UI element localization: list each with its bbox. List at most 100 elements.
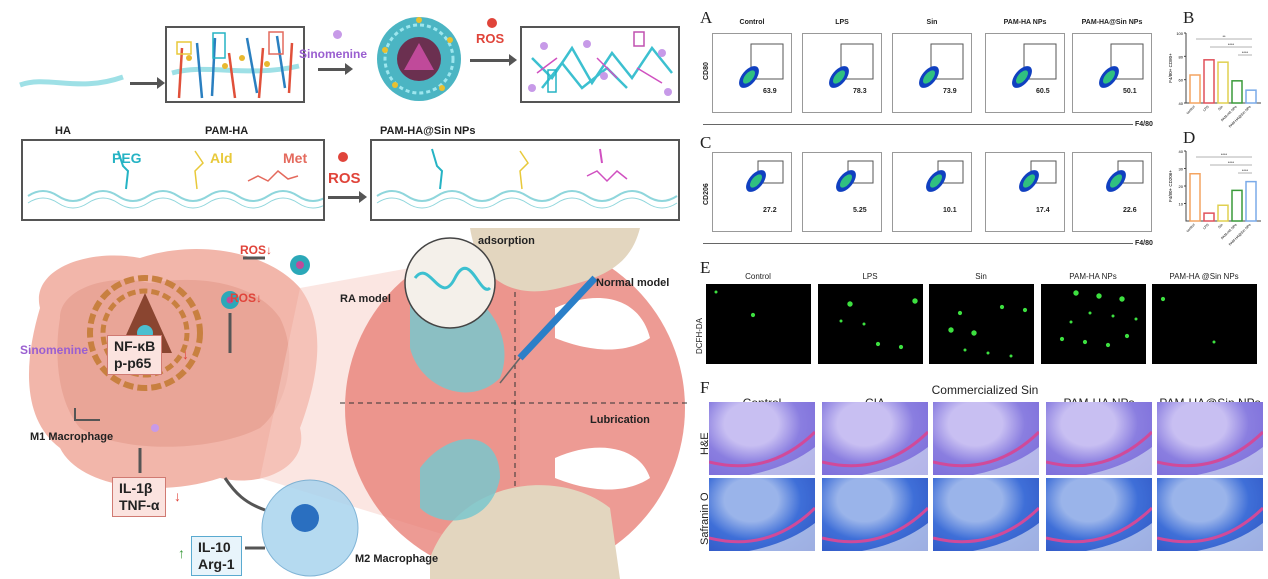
cartilage-edge	[708, 430, 817, 468]
cartilage-edge	[821, 506, 930, 544]
significance-label: ****	[1242, 168, 1249, 173]
cell-population-core	[1023, 174, 1035, 188]
he-image	[708, 402, 817, 475]
fluorescent-cell	[1105, 342, 1111, 348]
he-image	[1045, 402, 1154, 475]
gate-percentage: 60.5	[1036, 88, 1050, 95]
fluorescent-cell	[847, 301, 853, 307]
bar	[1231, 80, 1243, 104]
y-tick-label: 60	[1179, 78, 1184, 83]
joint-space	[862, 523, 928, 551]
peg-label: PEG	[112, 150, 142, 166]
significance-label: ****	[1221, 152, 1228, 157]
flow-plot: 5.25	[802, 152, 882, 232]
safranin-o-image	[708, 478, 817, 551]
x-tick-label: LPS	[1202, 222, 1210, 230]
adsorption-label: adsorption	[478, 235, 535, 247]
cell-population-core	[743, 70, 755, 84]
degraded-polymer-box	[520, 26, 680, 103]
y-tick-label: 20	[1179, 184, 1184, 189]
up-arrow-icon: ↑	[178, 545, 185, 561]
cytokine-down-box: IL-1β TNF-α	[112, 477, 167, 517]
fluorescent-cell	[1022, 307, 1028, 313]
cartilage-edge	[1045, 506, 1154, 544]
joint-space	[862, 447, 928, 475]
fluorescent-cell	[963, 348, 967, 352]
cartilage-edge	[1045, 430, 1154, 468]
bar	[1245, 180, 1257, 222]
fluorescent-cell	[1009, 354, 1013, 358]
gate-box	[840, 43, 874, 80]
fluorescent-cell	[1059, 336, 1065, 342]
arrow	[130, 77, 165, 89]
ha-backbone-structure	[27, 150, 329, 209]
gate-box	[750, 43, 784, 80]
y-tick-label: 100	[1176, 31, 1183, 36]
fluorescent-cell	[750, 312, 756, 318]
ros-label: ROS	[476, 31, 505, 46]
cell-population-core	[1110, 174, 1122, 188]
flow-plot: 50.1	[1072, 33, 1152, 113]
cartilage-edge	[932, 506, 1041, 544]
gate-box	[1023, 43, 1057, 80]
flow-plot: 60.5	[985, 33, 1065, 113]
y-tick-label: 80	[1179, 54, 1184, 59]
fluorescent-cell	[1082, 339, 1088, 345]
pam-ha-polymer-box	[165, 26, 305, 103]
il1b-label: IL-1β	[119, 480, 153, 496]
bar	[1245, 89, 1257, 104]
fluorescent-cell	[839, 319, 843, 323]
row-label-cd206: CD206	[703, 183, 710, 205]
fluorescence-image	[1041, 284, 1146, 364]
fluorescent-cell	[1212, 340, 1216, 344]
y-tick-label: 30	[1179, 167, 1184, 172]
significance-label: **	[1222, 34, 1226, 39]
axis-line	[703, 124, 1133, 125]
cell-population-core	[750, 174, 762, 188]
row-label-dcfh-da: DCFH-DA	[695, 318, 704, 354]
fluorescence-image	[818, 284, 923, 364]
sinomenine-label: Sinomenine	[20, 343, 89, 357]
fluorescent-cell	[1111, 314, 1115, 318]
cell-population-core	[833, 70, 845, 84]
joint-space	[973, 447, 1039, 475]
bar	[1189, 74, 1201, 104]
fluorescent-cell	[1096, 293, 1102, 299]
x-axis-label-f4-80: F4/80	[1135, 121, 1153, 128]
ha-chain	[19, 74, 124, 88]
safranin-o-image	[1045, 478, 1154, 551]
group-header: PAM-HA NPs	[1069, 272, 1117, 281]
fluorescent-cell	[898, 344, 904, 350]
gate-percentage: 73.9	[943, 88, 957, 95]
fluorescent-cell	[912, 298, 918, 304]
cartilage-edge	[1156, 506, 1265, 544]
ros-label: ROS	[328, 170, 361, 187]
panel-label-b: B	[1183, 8, 1195, 27]
chemical-structure-box-after	[370, 139, 680, 221]
fluorescent-cell	[948, 327, 954, 333]
ra-model-label: RA model	[340, 293, 391, 305]
group-header: Control	[739, 19, 765, 26]
fluorescent-cell	[1124, 333, 1130, 339]
gate-box	[930, 43, 964, 80]
fluorescent-cell	[862, 322, 866, 326]
y-tick-label: 40	[1179, 101, 1184, 106]
ros-icon	[487, 18, 497, 28]
gate-percentage: 78.3	[853, 88, 867, 95]
group-header: PAM-HA NPs	[1003, 19, 1047, 26]
x-tick-label: control	[1185, 105, 1195, 115]
fluorescent-cell	[1073, 290, 1079, 296]
ros-decrease-label: ROS↓	[240, 243, 273, 257]
fluorescence-image	[929, 284, 1034, 364]
tnfa-label: TNF-α	[119, 497, 160, 513]
x-tick-label: Sin	[1217, 105, 1223, 111]
group-header: PAM-HA@Sin NPs	[1081, 19, 1143, 26]
he-image	[1156, 402, 1265, 475]
arrow	[470, 54, 517, 66]
lubrication-label: Lubrication	[590, 414, 650, 426]
row-label-he: H&E	[699, 432, 711, 455]
fluorescent-cell	[875, 341, 881, 347]
ald-label: Ald	[210, 150, 233, 166]
cartilage-edge	[1156, 430, 1265, 468]
